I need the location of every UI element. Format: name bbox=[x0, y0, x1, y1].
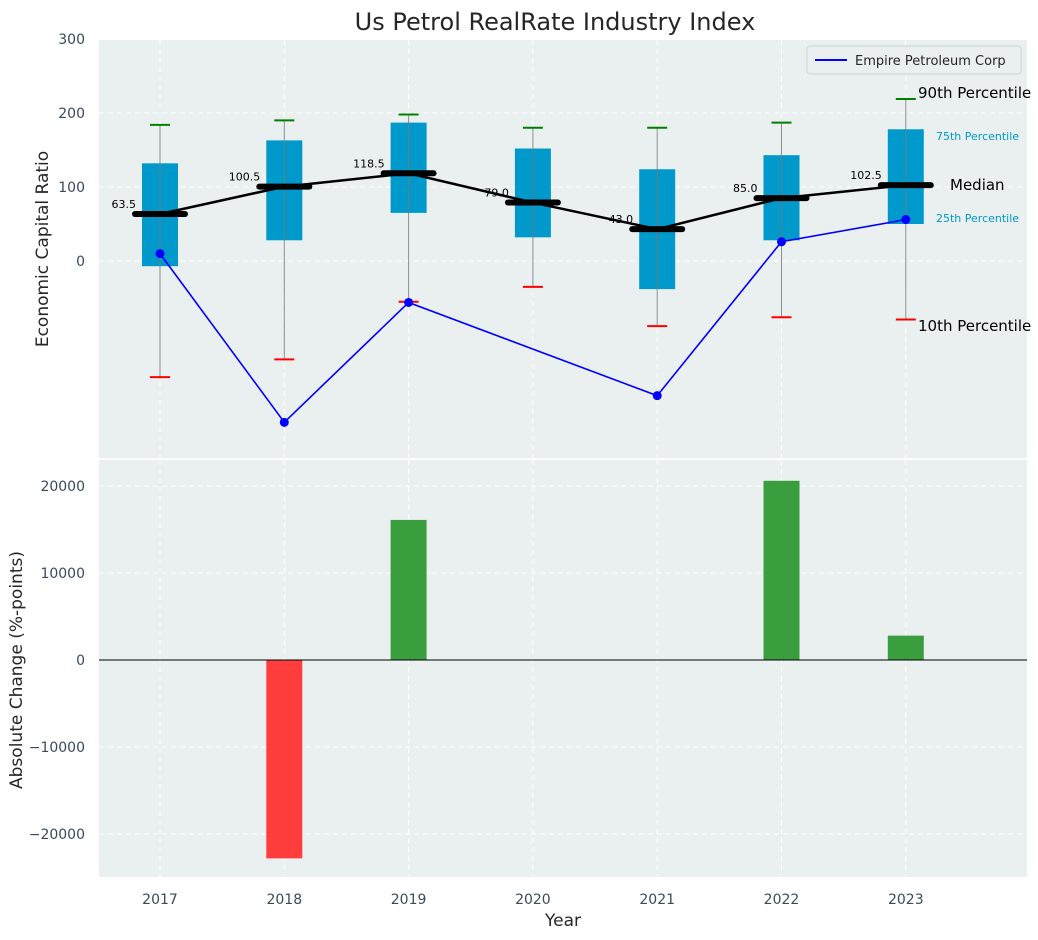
x-tick-label: 2022 bbox=[764, 892, 800, 908]
p90-annotation: 90th Percentile bbox=[918, 84, 1031, 102]
change-bars bbox=[266, 480, 924, 859]
chart-title: Us Petrol RealRate Industry Index bbox=[355, 8, 756, 36]
top-plot-background bbox=[99, 40, 1027, 458]
change-bar bbox=[763, 480, 800, 660]
x-tick-label: 2018 bbox=[266, 892, 302, 908]
x-tick-label: 2023 bbox=[888, 892, 924, 908]
median-line bbox=[159, 172, 906, 231]
empire-series bbox=[155, 215, 911, 427]
bottom-y-tick: −20000 bbox=[29, 827, 85, 843]
median-value-label: 118.5 bbox=[353, 157, 385, 170]
median-value-label: 85.0 bbox=[733, 182, 758, 195]
empire-series-point bbox=[155, 249, 165, 259]
empire-series-point bbox=[901, 215, 911, 225]
empire-series-point bbox=[652, 391, 662, 401]
empire-series-point bbox=[777, 237, 786, 247]
bottom-panel: −20000 −10000 0 10000 20000 2017 2018 2019 2020… bbox=[7, 460, 1027, 931]
median-trend-line bbox=[159, 172, 906, 231]
empire-series-point bbox=[404, 297, 414, 307]
change-bar bbox=[887, 635, 924, 660]
legend-label: Empire Petroleum Corp bbox=[855, 54, 1006, 69]
median-value-label: 100.5 bbox=[229, 171, 261, 184]
p75-annotation: 75th Percentile bbox=[936, 130, 1019, 143]
p10-annotation: 10th Percentile bbox=[918, 317, 1031, 335]
percentile-annotations: 90th Percentile 75th Percentile Median 2… bbox=[918, 84, 1031, 335]
bottom-plot-background bbox=[99, 460, 1027, 877]
x-tick-labels: 2017 2018 2019 2020 2021 2022 2023 bbox=[142, 892, 923, 908]
median-annotation: Median bbox=[950, 176, 1005, 194]
x-tick-label: 2021 bbox=[639, 892, 675, 908]
legend-frame bbox=[806, 45, 1022, 75]
top-y-tick-labels: 0 100 200 300 bbox=[58, 32, 85, 270]
change-bar bbox=[266, 660, 303, 859]
top-y-tick: 300 bbox=[58, 32, 85, 48]
x-tick-label: 2020 bbox=[515, 892, 551, 908]
p25-annotation: 25th Percentile bbox=[936, 212, 1019, 225]
top-y-tick: 100 bbox=[58, 180, 85, 196]
x-tick-label: 2017 bbox=[142, 892, 178, 908]
bottom-y-axis-label: Absolute Change (%-points) bbox=[7, 551, 27, 789]
x-tick-label: 2019 bbox=[391, 892, 427, 908]
x-axis-label: Year bbox=[544, 911, 581, 931]
bottom-y-tick: 0 bbox=[76, 653, 85, 669]
bottom-y-tick-labels: −20000 −10000 0 10000 20000 bbox=[29, 479, 85, 843]
empire-series-point bbox=[279, 417, 289, 427]
top-y-tick: 0 bbox=[76, 254, 85, 270]
median-value-label: 63.5 bbox=[112, 198, 137, 211]
legend: Empire Petroleum Corp bbox=[806, 45, 1022, 75]
bottom-y-tick: −10000 bbox=[29, 740, 85, 756]
change-bar bbox=[390, 519, 427, 660]
median-value-label: 102.5 bbox=[850, 169, 882, 182]
bottom-y-tick: 10000 bbox=[40, 566, 85, 582]
top-y-axis-label: Economic Capital Ratio bbox=[33, 151, 53, 347]
bottom-y-tick: 20000 bbox=[40, 479, 85, 495]
top-y-tick: 200 bbox=[58, 106, 85, 122]
empire-series-line bbox=[159, 218, 906, 424]
